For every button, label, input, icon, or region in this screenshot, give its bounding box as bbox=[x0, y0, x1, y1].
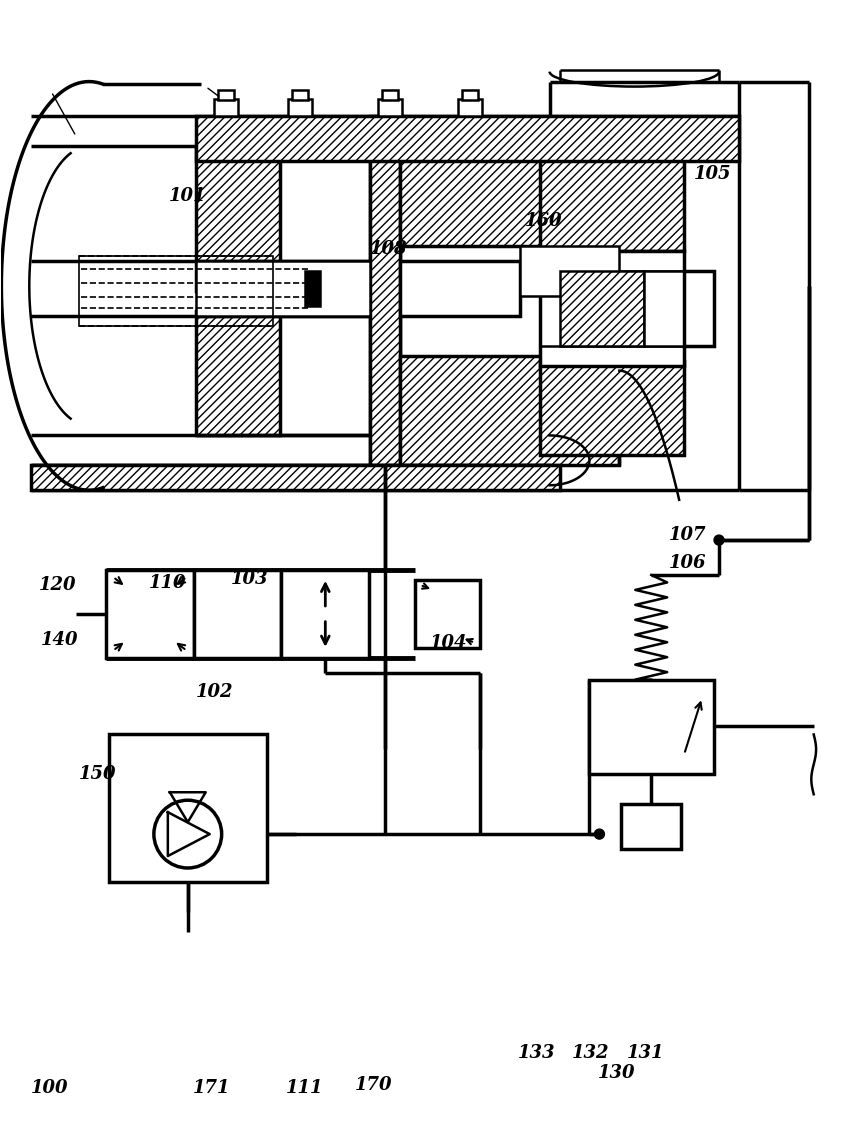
Bar bbox=[400, 147, 619, 246]
Bar bbox=[196, 261, 371, 316]
Bar bbox=[382, 89, 398, 99]
Bar bbox=[31, 466, 560, 491]
Bar bbox=[109, 734, 267, 882]
Text: 131: 131 bbox=[627, 1045, 665, 1063]
Bar bbox=[106, 570, 194, 658]
Text: 133: 133 bbox=[517, 1045, 555, 1063]
Text: 108: 108 bbox=[371, 240, 408, 258]
Bar bbox=[196, 311, 280, 435]
Bar bbox=[214, 98, 238, 116]
Bar bbox=[539, 157, 684, 252]
Text: 120: 120 bbox=[40, 576, 77, 594]
Bar bbox=[79, 256, 273, 326]
Bar bbox=[196, 147, 280, 291]
Text: 140: 140 bbox=[41, 631, 78, 649]
Bar bbox=[306, 271, 321, 306]
Text: 150: 150 bbox=[79, 765, 116, 783]
Bar bbox=[371, 116, 400, 466]
Bar bbox=[400, 355, 619, 466]
Text: 104: 104 bbox=[430, 634, 468, 652]
Text: 132: 132 bbox=[571, 1045, 609, 1063]
Bar bbox=[196, 116, 739, 161]
Text: 110: 110 bbox=[149, 574, 187, 592]
Bar bbox=[462, 89, 478, 99]
Text: 106: 106 bbox=[669, 554, 706, 572]
Text: 102: 102 bbox=[196, 682, 233, 700]
Bar bbox=[292, 89, 308, 99]
Circle shape bbox=[594, 829, 604, 839]
Bar bbox=[218, 89, 234, 99]
Text: 105: 105 bbox=[694, 166, 732, 183]
Bar bbox=[589, 679, 714, 774]
Text: 111: 111 bbox=[285, 1079, 323, 1098]
Bar bbox=[539, 361, 684, 456]
Bar bbox=[560, 271, 644, 345]
Bar bbox=[684, 271, 714, 345]
Text: 103: 103 bbox=[230, 570, 268, 588]
Bar bbox=[281, 570, 369, 658]
Circle shape bbox=[714, 535, 724, 545]
Text: 130: 130 bbox=[598, 1065, 635, 1082]
Text: 107: 107 bbox=[669, 526, 706, 544]
Text: 171: 171 bbox=[192, 1079, 230, 1098]
Bar bbox=[458, 98, 482, 116]
Bar bbox=[289, 98, 312, 116]
Text: 101: 101 bbox=[169, 187, 206, 205]
Bar bbox=[621, 804, 681, 849]
Text: 100: 100 bbox=[31, 1079, 69, 1098]
Bar bbox=[644, 271, 684, 345]
Bar bbox=[378, 98, 402, 116]
Text: 170: 170 bbox=[355, 1076, 392, 1094]
Bar bbox=[194, 570, 281, 658]
Bar bbox=[539, 252, 684, 365]
Text: 160: 160 bbox=[525, 212, 562, 230]
Bar bbox=[415, 580, 479, 647]
Bar bbox=[400, 261, 520, 316]
Bar bbox=[520, 246, 619, 296]
Ellipse shape bbox=[154, 800, 222, 869]
